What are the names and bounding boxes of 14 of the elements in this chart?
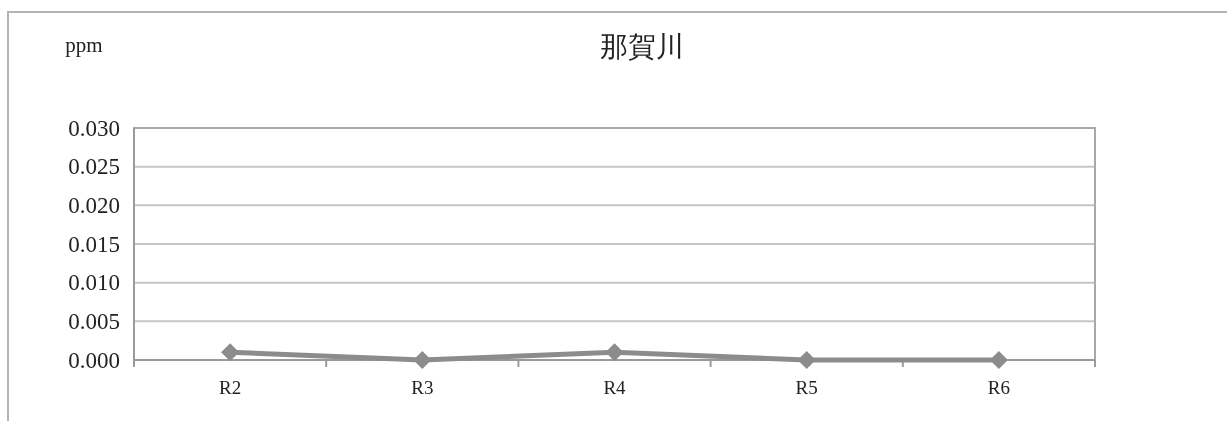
chart-title: 那賀川 — [599, 31, 684, 62]
y-tick-label: 0.020 — [68, 192, 120, 218]
y-tick-label: 0.030 — [68, 115, 120, 141]
y-tick-label: 0.005 — [68, 308, 120, 334]
x-tick-label: R2 — [219, 377, 242, 398]
y-tick-label: 0.025 — [68, 154, 120, 180]
x-tick-label: R4 — [603, 377, 627, 398]
y-tick-label: 0.010 — [68, 270, 120, 296]
x-tick-label: R5 — [795, 377, 818, 398]
y-tick-label: 0.000 — [68, 347, 120, 373]
y-tick-label: 0.015 — [68, 231, 120, 257]
y-axis-title: ppm — [65, 33, 103, 57]
x-tick-label: R3 — [411, 377, 434, 398]
x-tick-label: R6 — [987, 377, 1010, 398]
